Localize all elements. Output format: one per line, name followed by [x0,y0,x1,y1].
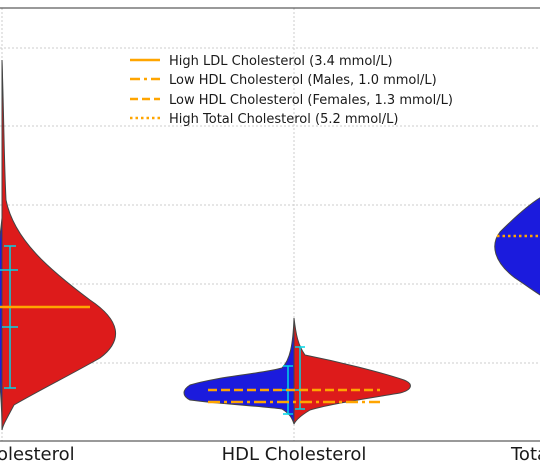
legend-label-high-ldl: High LDL Cholesterol (3.4 mmol/L) [169,54,393,69]
hdl-whiskers [281,346,307,415]
plot-frame [0,7,540,442]
violin-ldl-right [1,59,116,431]
tick-label-ldl: olesterol [0,444,75,465]
plot-area [0,59,540,431]
x-axis-tick-labels: olesterol HDL Cholesterol Tota [0,444,540,465]
tick-label-hdl: HDL Cholesterol [222,444,367,465]
violin-total-left [494,197,540,296]
legend: High LDL Cholesterol (3.4 mmol/L) Low HD… [130,54,453,127]
ldl-whiskers [0,245,18,389]
tick-label-total: Tota [510,444,540,465]
legend-label-low-hdl-females: Low HDL Cholesterol (Females, 1.3 mmol/L… [169,93,453,108]
legend-label-low-hdl-males: Low HDL Cholesterol (Males, 1.0 mmol/L) [169,73,437,88]
legend-label-high-total: High Total Cholesterol (5.2 mmol/L) [169,112,398,127]
violin-hdl-right [293,317,411,425]
violin-hdl-left [183,317,295,425]
